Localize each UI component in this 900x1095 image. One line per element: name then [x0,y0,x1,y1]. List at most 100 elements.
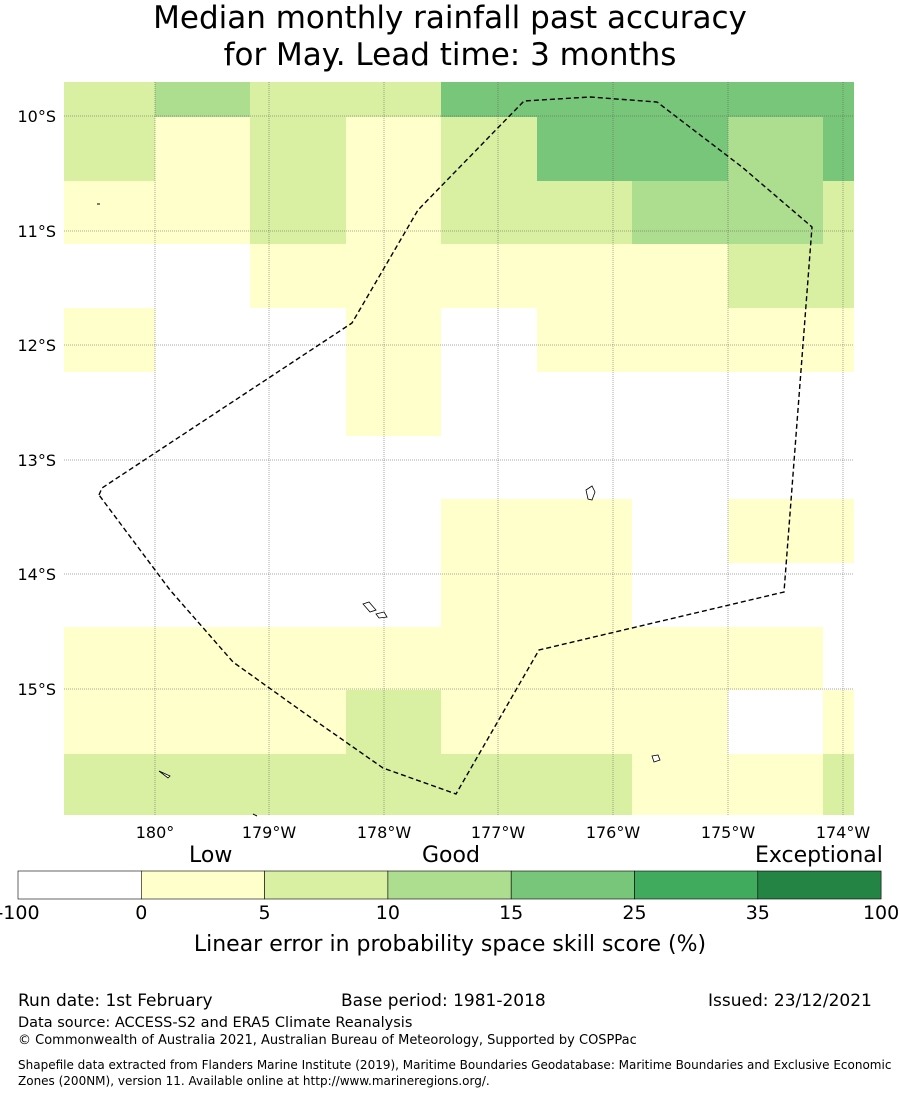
grid-cell [823,308,854,372]
grid-cell [441,690,537,754]
lat-label: 15°S [17,680,56,699]
colorbar-segment [757,870,882,900]
grid-cell [64,117,155,181]
grid-cell [250,181,346,244]
lon-label: 180° [136,823,175,842]
axis-labels: 10°S 11°S 12°S 13°S 14°S 15°S 180° 179°W 178°W 17… [17,107,870,842]
chart-title: Median monthly rainfall past accuracy fo… [0,0,900,74]
island-shape [651,754,661,763]
grid-cell [728,690,823,754]
grid-cell [155,244,250,308]
grid-cell [632,627,728,690]
grid-cell [155,372,250,436]
grid-cell [346,244,441,308]
grid-cell [155,436,250,499]
grid-cell [441,308,537,372]
grid-cell [537,436,632,499]
grid-cell [346,181,441,244]
grid-cell [346,308,441,372]
grid-cell [346,372,441,436]
grid-cell [823,436,854,499]
colorbar-tick-label: 5 [259,902,271,924]
grid-cell [537,181,632,244]
base-period: Base period: 1981-2018 [341,991,546,1011]
grid-cell [441,436,537,499]
grid-cell [537,627,632,690]
grid-cell [823,82,854,117]
colorbar-segments [17,870,882,900]
grid-cell [346,627,441,690]
colorbar-tick-label: 100 [863,902,899,924]
grid-cell [728,117,823,181]
lat-label: 11°S [17,222,56,241]
grid-cell [346,563,441,627]
grid-cell [728,181,823,244]
grid-cell [155,308,250,372]
grid-cell [537,372,632,436]
grid-cell [537,117,632,181]
lon-label: 174°W [816,823,871,842]
grid-cell [823,627,854,690]
lat-label: 14°S [17,565,56,584]
lat-label: 12°S [17,336,56,355]
island-shape [585,485,596,501]
copyright: © Commonwealth of Australia 2021, Austra… [18,1033,637,1048]
grid-cell [728,82,823,117]
grid-cell [250,754,346,815]
grid-cell [537,244,632,308]
skill-map: 10°S 11°S 12°S 13°S 14°S 15°S 180° 179°W 178°W 17… [17,82,870,842]
lat-label: 10°S [17,107,56,126]
grid-cell [632,499,728,563]
category-good: Good [422,843,480,868]
grid-cell [250,82,346,117]
grid-cell [250,117,346,181]
eez-boundary [98,96,813,795]
island-shape [362,601,377,613]
lon-label: 177°W [471,823,526,842]
grid-cell [728,563,823,627]
grid-cell [728,436,823,499]
grid-cell [632,436,728,499]
colorbar-title: Linear error in probability space skill … [193,932,707,957]
title-line-1: Median monthly rainfall past accuracy [153,0,747,36]
colorbar-segment [264,870,389,900]
grid-cell [250,244,346,308]
grid-cell [632,244,728,308]
grid-cell [346,499,441,563]
colorbar: -100 0 5 10 15 25 35 100 [0,870,899,924]
grid-cell [250,563,346,627]
colorbar-tick-label: 10 [376,902,400,924]
grid-cell [632,372,728,436]
grid-cell [155,181,250,244]
grid-cell [155,563,250,627]
grid-cell [823,690,854,754]
grid-cell [823,499,854,563]
colorbar-segment [141,870,265,900]
grid-cell [537,754,632,815]
grid-cell [823,754,854,815]
grid-cell [632,308,728,372]
grid-cell [155,754,250,815]
grid-cell [823,244,854,308]
grid-cell [155,499,250,563]
grid-cell [346,754,441,815]
gridlines [64,82,854,815]
grid-cell [728,754,823,815]
grid-cell [728,308,823,372]
grid-cell [64,244,155,308]
grid-cell [728,499,823,563]
grid-cell [250,627,346,690]
grid-cell [250,690,346,754]
colorbar-segment [634,870,759,900]
grid-cell [155,627,250,690]
grid-cell [346,436,441,499]
category-low: Low [189,843,233,868]
grid-cell [64,181,155,244]
lon-label: 175°W [701,823,756,842]
grid-cell [441,499,537,563]
grid-cell [441,627,537,690]
grid-cell [441,754,537,815]
grid-cell [64,308,155,372]
colorbar-tick-label: 25 [622,902,646,924]
grid-cell [64,82,155,117]
